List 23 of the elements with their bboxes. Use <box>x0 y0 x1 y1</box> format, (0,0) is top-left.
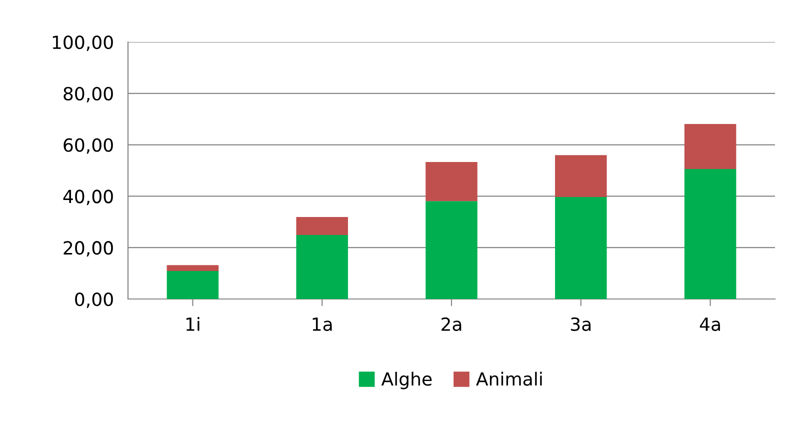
x-tick-label: 4a <box>700 318 720 332</box>
bar <box>684 168 736 299</box>
bar <box>555 155 607 197</box>
bar <box>684 124 736 169</box>
bar <box>426 201 478 299</box>
bar <box>296 217 348 236</box>
x-tick-label: 1a <box>312 318 332 332</box>
bar <box>296 235 348 299</box>
y-tick-label: 40,00 <box>63 190 113 206</box>
x-tick-label: 1i <box>186 317 200 331</box>
x-tick-label: 3a <box>571 317 591 332</box>
y-tick-label: 100,00 <box>52 35 113 51</box>
bar <box>166 270 219 299</box>
legend-label: Alghe <box>381 372 432 390</box>
legend-label: Animali <box>476 372 542 386</box>
bar <box>166 265 219 271</box>
bar <box>426 162 478 202</box>
bar <box>555 196 607 299</box>
x-tick-label: 2a <box>442 317 462 332</box>
y-tick-label: 20,00 <box>64 241 113 257</box>
y-tick-label: 80,00 <box>64 86 113 102</box>
y-tick-label: 60,00 <box>64 138 113 154</box>
y-tick-label: 0,00 <box>75 292 113 308</box>
